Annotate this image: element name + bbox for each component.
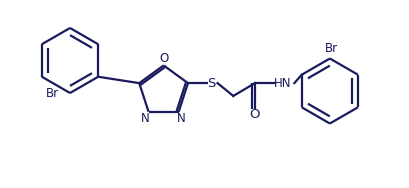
- Text: Br: Br: [46, 86, 59, 99]
- Text: HN: HN: [274, 77, 291, 90]
- Text: O: O: [159, 52, 168, 65]
- Text: N: N: [141, 112, 150, 125]
- Text: S: S: [207, 77, 216, 90]
- Text: Br: Br: [325, 42, 338, 55]
- Text: N: N: [177, 112, 186, 125]
- Text: O: O: [250, 108, 260, 121]
